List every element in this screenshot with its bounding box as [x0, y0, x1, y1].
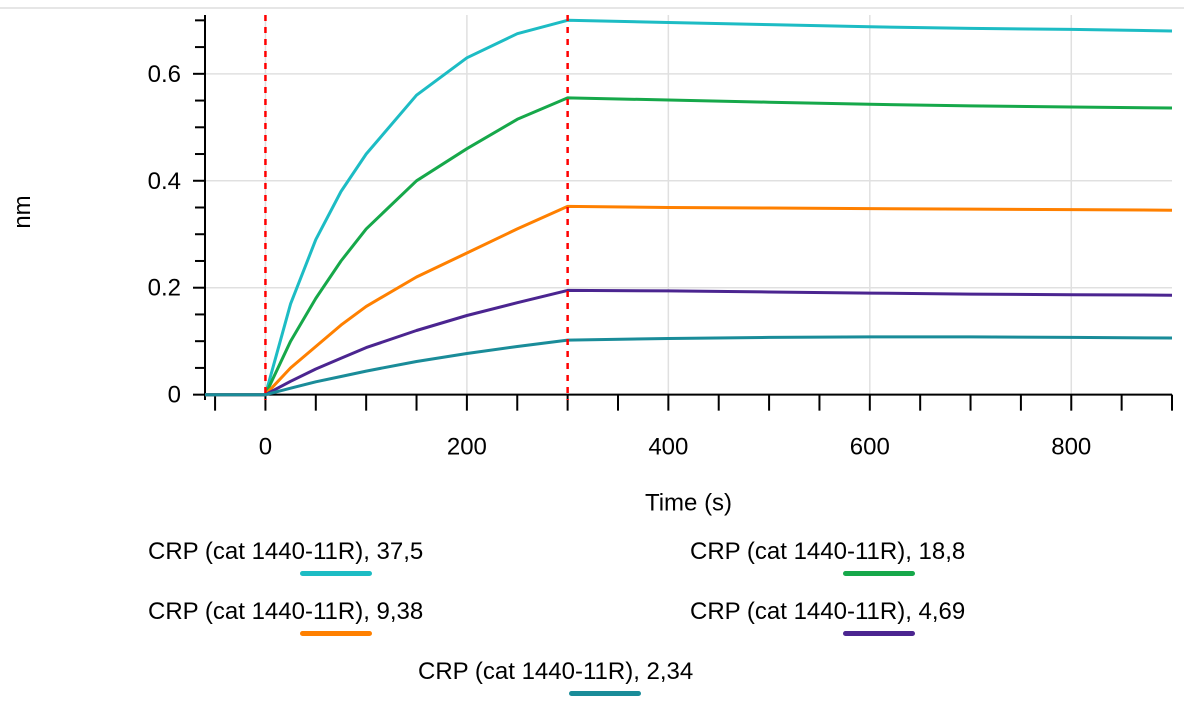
legend-label: CRP (cat 1440-11R), 2,34 [418, 658, 694, 685]
series-line-3 [205, 204, 1173, 397]
x-tick-label: 800 [1051, 434, 1091, 461]
y-tick-label: 0.2 [148, 275, 181, 302]
y-tick-label: 0 [168, 382, 181, 409]
legend-swatch [300, 631, 372, 636]
legend-swatch [569, 691, 641, 696]
x-axis-title: Time (s) [645, 490, 732, 517]
legend-label: CRP (cat 1440-11R), 4,69 [690, 598, 966, 625]
x-tick-label: 400 [648, 434, 688, 461]
legend-swatch [843, 571, 915, 576]
y-tick-label: 0.6 [148, 61, 181, 88]
series-line-5 [205, 335, 1173, 397]
legend-swatch [300, 571, 372, 576]
chart-plot: 0 0.2 0.4 0.6 0 200 400 600 800 Time (s) nm [0, 7, 1184, 517]
legend-label: CRP (cat 1440-11R), 18,8 [690, 538, 966, 565]
legend-label: CRP (cat 1440-11R), 37,5 [148, 538, 424, 565]
y-axis-title: nm [9, 195, 36, 228]
legend-swatch [843, 631, 915, 636]
series-line-2 [205, 96, 1173, 397]
y-tick-label: 0.4 [148, 168, 181, 195]
x-tick-label: 0 [259, 434, 272, 461]
x-tick-label: 200 [447, 434, 487, 461]
x-tick-label: 600 [850, 434, 890, 461]
legend-label: CRP (cat 1440-11R), 9,38 [148, 598, 424, 625]
series-line-4 [205, 288, 1173, 397]
series-line-1 [205, 18, 1173, 397]
